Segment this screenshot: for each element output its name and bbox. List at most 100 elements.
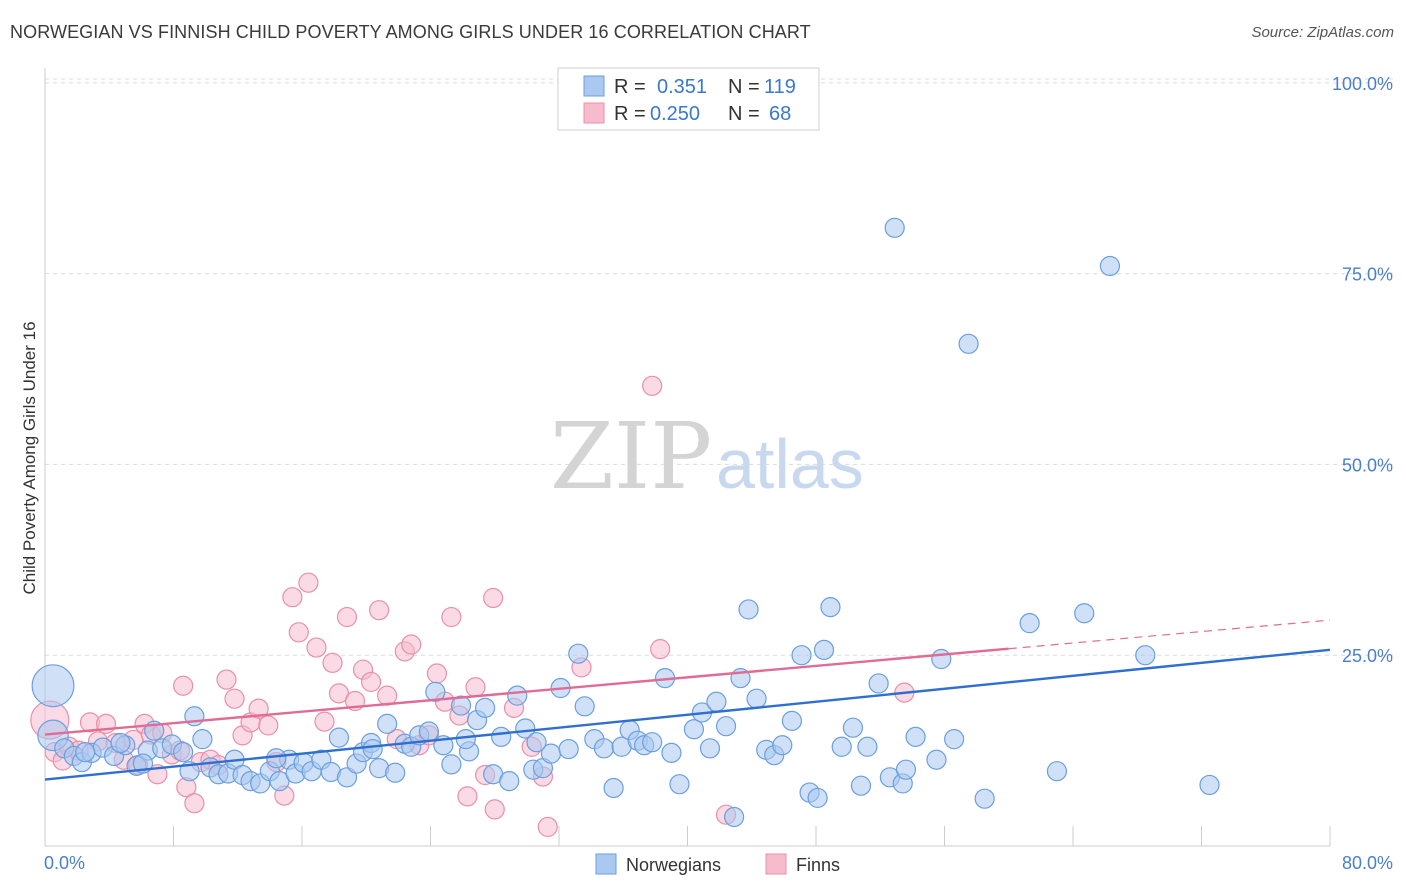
finns-point-20 [184, 793, 205, 814]
norwegians-point-94 [850, 775, 872, 796]
norwegians-point-46 [441, 754, 462, 775]
source-credit: Source: ZipAtlas.com [1251, 24, 1394, 41]
norwegians-point-78 [715, 716, 737, 737]
watermark-atlas: atlas [716, 425, 864, 503]
norwegians-point-85 [772, 735, 793, 756]
norwegians-point-81 [738, 599, 759, 620]
norwegians-point-100 [895, 759, 917, 780]
finns-point-64 [642, 375, 663, 396]
finns-point-43 [369, 600, 390, 621]
norwegians-point-119 [455, 729, 476, 750]
norwegians-point-102 [926, 749, 947, 770]
norwegians-point-112 [1199, 774, 1220, 796]
y-tick-label-1: 50.0% [1342, 455, 1393, 475]
x-tick-label-1: 80.0% [1342, 853, 1393, 873]
norwegians-point-111 [1135, 645, 1156, 666]
norwegians-point-108 [1046, 761, 1068, 782]
y-tick-label-2: 75.0% [1342, 265, 1393, 285]
finns-point-55 [465, 677, 486, 698]
y-tick-label-0: 25.0% [1342, 646, 1393, 666]
finns-point-28 [248, 698, 269, 719]
norwegians-point-44 [425, 681, 446, 702]
bottom-legend-norwegians-label: Norwegians [626, 855, 721, 875]
norwegians-point-101 [905, 726, 926, 747]
finns-n-value: 68 [769, 103, 791, 125]
norwegians-n-value: 119 [764, 76, 796, 98]
finns-point-37 [322, 652, 343, 673]
bottom-legend: Norwegians Finns [595, 853, 840, 875]
norwegians-point-54 [507, 685, 528, 706]
norwegians-point-65 [603, 777, 624, 799]
norwegians-point-61 [568, 643, 589, 664]
norwegians-point-0 [31, 664, 75, 708]
norwegians-point-91 [820, 597, 841, 618]
axes [44, 68, 1331, 847]
norwegians-point-70 [642, 732, 663, 753]
watermark-zip: ZIP [550, 403, 712, 510]
norwegians-point-55 [515, 718, 536, 739]
finns-point-58 [484, 799, 505, 820]
finns-point-52 [441, 606, 462, 628]
finns-point-62 [537, 816, 558, 838]
finns-point-24 [216, 669, 237, 690]
norwegians-point-43 [418, 721, 439, 742]
norwegians-r-label: R = [614, 76, 646, 98]
finns-point-39 [336, 606, 358, 628]
finns-n-label: N = [728, 103, 760, 125]
finns-point-57 [483, 587, 504, 609]
bottom-legend-finns-swatch [765, 853, 787, 875]
norwegians-point-104 [944, 729, 965, 750]
chart-title: NORWEGIAN VS FINNISH CHILD POVERTY AMONG… [10, 22, 811, 42]
finns-point-33 [288, 622, 309, 643]
norwegians-r-value: 0.351 [657, 76, 707, 98]
norwegians-trend-line [44, 648, 1331, 781]
norwegians-point-47 [450, 695, 472, 716]
norwegians-point-110 [1099, 255, 1121, 277]
finns-point-35 [306, 637, 327, 658]
finns-point-54 [457, 786, 478, 807]
norwegians-point-89 [807, 787, 828, 809]
norwegians-point-73 [669, 774, 690, 795]
finns-r-label: R = [614, 103, 646, 125]
norwegians-point-107 [1019, 613, 1040, 634]
tick-labels: 25.0% 50.0% 75.0% 100.0% 0.0% 80.0% [44, 74, 1393, 873]
norwegians-n-label: N = [728, 76, 760, 98]
norwegians-point-92 [831, 736, 852, 757]
trend-lines [44, 619, 1331, 781]
norwegians-point-64 [593, 738, 615, 759]
norwegians-point-95 [857, 736, 878, 757]
grid-lines [45, 78, 1394, 656]
finns-point-42 [360, 671, 382, 693]
finns-trend-line [44, 647, 1009, 736]
finns-r-value: 0.250 [650, 103, 700, 125]
norwegians-point-109 [1074, 603, 1095, 624]
bottom-legend-finns-label: Finns [796, 855, 840, 875]
finns-point-50 [426, 663, 448, 684]
norwegians-points [31, 217, 1220, 828]
norwegians-point-117 [266, 748, 287, 769]
finns-point-29 [258, 715, 279, 736]
norwegians-point-77 [706, 691, 727, 712]
norwegians-point-74 [683, 719, 705, 740]
bottom-legend-norwegians-swatch [595, 853, 617, 875]
norwegians-point-114 [110, 732, 131, 754]
norwegians-point-72 [661, 742, 682, 763]
finns-point-65 [650, 638, 671, 660]
norwegians-point-32 [328, 727, 350, 748]
norwegians-point-90 [813, 639, 835, 660]
norwegians-point-86 [781, 710, 803, 731]
norwegians-point-105 [958, 333, 979, 354]
norwegians-point-106 [974, 788, 995, 809]
norwegians-swatch [583, 75, 605, 97]
norwegians-point-113 [75, 742, 96, 763]
norwegians-point-38 [377, 713, 398, 734]
norwegians-point-82 [746, 688, 767, 709]
norwegians-point-33 [336, 767, 358, 788]
finns-point-34 [298, 572, 319, 593]
norwegians-point-53 [499, 771, 520, 792]
finns-point-18 [173, 675, 194, 696]
stats-legend: R = 0.351 N = 119 R = 0.250 N = 68 [557, 67, 820, 131]
finns-point-25 [224, 688, 245, 709]
norwegians-point-79 [723, 806, 745, 828]
